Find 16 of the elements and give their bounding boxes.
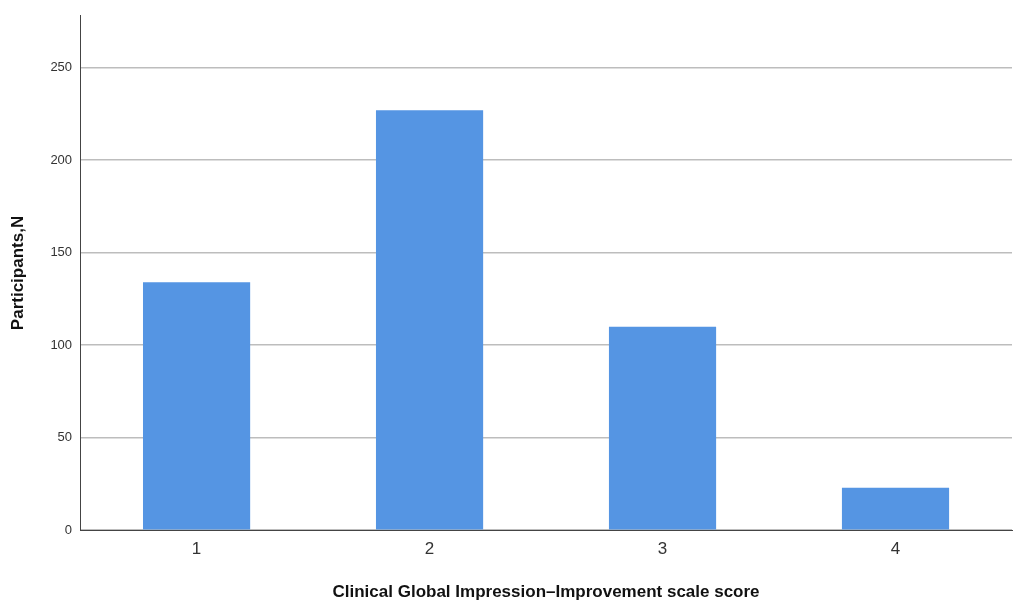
y-tick-label: 100 bbox=[50, 336, 73, 352]
y-tick-label: 150 bbox=[50, 244, 73, 260]
x-tick-label: 4 bbox=[890, 539, 901, 559]
bar bbox=[375, 110, 484, 530]
y-axis-title: Participants,N bbox=[7, 215, 27, 331]
bar bbox=[608, 326, 717, 530]
y-tick-label: 200 bbox=[50, 151, 73, 167]
bar bbox=[142, 282, 251, 530]
x-tick-label: 1 bbox=[191, 539, 202, 559]
x-tick-label: 3 bbox=[657, 539, 668, 559]
y-tick-label: 0 bbox=[64, 521, 73, 537]
x-axis-title: Clinical Global Impression–Improvement scale score bbox=[332, 582, 760, 602]
y-tick-label: 50 bbox=[57, 429, 73, 445]
x-tick-label: 2 bbox=[424, 539, 435, 559]
bar bbox=[841, 487, 950, 530]
y-tick-label: 250 bbox=[50, 59, 73, 75]
